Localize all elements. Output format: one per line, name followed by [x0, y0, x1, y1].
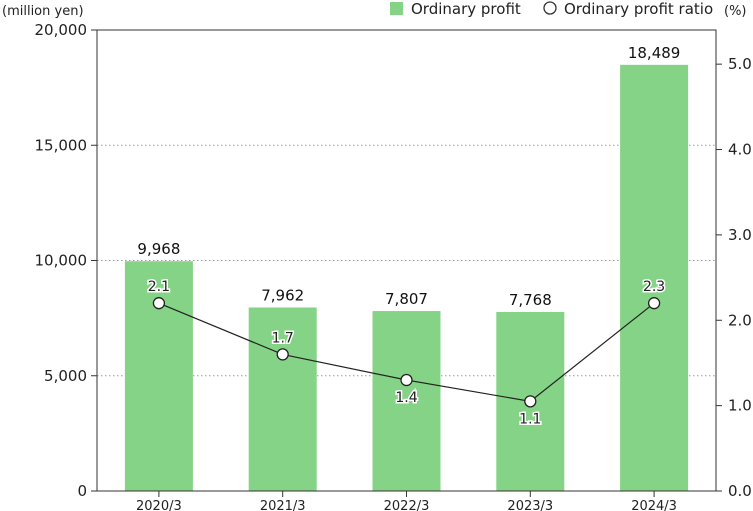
ratio-point-2023-3 [524, 395, 537, 408]
bar-value-label: 18,489 [628, 44, 681, 62]
left-tick-label: 10,000 [35, 252, 88, 270]
legend-ratio-marker [543, 1, 557, 15]
legend-bar-swatch [390, 2, 403, 15]
ratio-point-2024-3 [647, 297, 661, 310]
x-tick-label: 2023/3 [507, 499, 553, 511]
x-tick-label: 2022/3 [384, 499, 430, 511]
legend: Ordinary profit Ordinary profit ratio [390, 0, 713, 18]
ratio-line [152, 297, 661, 408]
right-tick-label: 2.0 [728, 311, 752, 329]
ratio-value-label: 1.4 [395, 390, 417, 406]
bar-2020-3 [124, 261, 193, 491]
bar-value-label: 7,807 [385, 290, 428, 308]
legend-ordinary-profit-ratio: Ordinary profit ratio [564, 0, 713, 18]
x-tick-label: 2020/3 [136, 499, 182, 511]
bars [124, 64, 689, 491]
axes [91, 29, 722, 497]
ratio-value-label: 1.1 [519, 411, 541, 427]
bar-2022-3 [372, 311, 441, 491]
left-tick-label: 0 [77, 482, 87, 500]
right-tick-label: 1.0 [728, 397, 752, 415]
bar-value-label: 9,968 [137, 240, 180, 258]
ratio-value-label: 2.3 [643, 279, 665, 295]
right-tick-label: 5.0 [728, 55, 752, 73]
ratio-value-label: 1.7 [272, 330, 294, 346]
bar-value-label: 7,768 [509, 291, 552, 309]
labels: 0 5,000 10,000 15,000 20,000 0.0 1.0 2.0 3.0 4.0 5… [35, 21, 752, 511]
right-tick-label: 4.0 [728, 141, 752, 159]
right-axis-unit: (%) [724, 4, 747, 19]
left-tick-label: 15,000 [35, 136, 88, 154]
legend-ordinary-profit: Ordinary profit [411, 0, 521, 18]
left-tick-label: 5,000 [44, 367, 87, 385]
left-tick-label: 20,000 [35, 21, 88, 39]
ratio-point-2022-3 [400, 373, 413, 387]
bar-value-label: 7,962 [261, 286, 304, 304]
x-tick-label: 2021/3 [260, 499, 306, 511]
ratio-value-label: 2.1 [148, 279, 170, 295]
left-axis-unit: (million yen) [2, 4, 84, 19]
bar-2024-3 [620, 64, 689, 491]
right-tick-label: 0.0 [728, 482, 752, 500]
ratio-point-2021-3 [276, 348, 289, 361]
x-tick-label: 2024/3 [631, 499, 677, 511]
bar-2021-3 [248, 307, 317, 491]
ratio-point-2020-3 [152, 297, 166, 310]
right-tick-label: 3.0 [728, 226, 752, 244]
